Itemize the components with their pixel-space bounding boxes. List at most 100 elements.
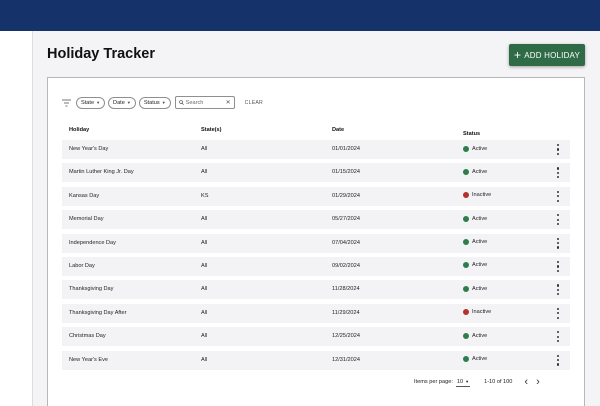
status-label: Active — [472, 168, 488, 175]
more-options-icon[interactable] — [557, 214, 560, 226]
column-header-holiday[interactable]: Holiday — [69, 127, 90, 133]
add-holiday-button[interactable]: + ADD HOLIDAY — [509, 44, 585, 66]
status-cell: Inactive — [463, 192, 492, 199]
status-label: Active — [472, 285, 488, 292]
status-cell: Active — [463, 356, 488, 363]
holiday-name-cell: Christmas Day — [69, 333, 106, 340]
states-cell: All — [201, 262, 208, 269]
page-title: Holiday Tracker — [47, 46, 155, 62]
status-cell: Inactive — [463, 309, 492, 316]
status-cell: Active — [463, 262, 488, 269]
status-dot-icon — [463, 239, 469, 246]
date-cell: 01/15/2024 — [332, 169, 360, 176]
status-dot-icon — [463, 332, 469, 339]
search-input[interactable] — [185, 99, 226, 106]
holiday-name-cell: Labor Day — [69, 262, 95, 269]
top-app-bar — [0, 0, 600, 31]
table-row[interactable]: Christmas Day All 12/25/2024 Active — [62, 327, 570, 347]
status-dot-icon — [463, 309, 469, 316]
holiday-name-cell: Memorial Day — [69, 216, 104, 223]
status-dot-icon — [463, 145, 469, 152]
more-options-icon[interactable] — [557, 354, 560, 366]
chevron-left-icon[interactable]: ‹ — [524, 376, 529, 388]
status-label: Active — [472, 356, 488, 363]
holiday-name-cell: Martin Luther King Jr. Day — [69, 169, 134, 176]
status-filter-chip[interactable]: Status ▼ — [138, 96, 171, 109]
status-cell: Active — [463, 145, 488, 152]
more-options-icon[interactable] — [557, 307, 560, 319]
table-body: New Year's Day All 01/01/2024 Active Martin … — [62, 140, 570, 374]
table-row[interactable]: Thanksgiving Day All 11/28/2024 Active — [62, 280, 570, 300]
status-dot-icon — [463, 192, 469, 199]
date-filter-label: Date — [113, 99, 125, 106]
states-cell: KS — [201, 192, 209, 199]
status-label: Active — [472, 145, 488, 152]
page-range: 1-10 of 100 — [484, 379, 513, 385]
table-row[interactable]: New Year's Day All 01/01/2024 Active — [62, 140, 570, 159]
date-cell: 11/29/2024 — [332, 309, 360, 316]
holiday-name-cell: Independence Day — [69, 239, 116, 246]
caret-down-icon: ▼ — [161, 100, 166, 105]
states-cell: All — [201, 309, 208, 316]
plus-icon: + — [513, 48, 522, 62]
date-cell: 07/04/2024 — [332, 239, 360, 246]
filter-bar: State ▼ Date ▼ Status ▼ ✕ CLEAR — [62, 96, 263, 109]
search-field[interactable]: ✕ — [174, 96, 235, 109]
table-row[interactable]: Martin Luther King Jr. Day All 01/15/2024 A… — [62, 163, 570, 183]
column-header-states[interactable]: State(s) — [201, 127, 222, 133]
status-dot-icon — [463, 215, 469, 222]
more-options-icon[interactable] — [557, 284, 560, 296]
items-per-page-value: 10 — [456, 378, 464, 385]
caret-down-icon: ▼ — [96, 100, 101, 105]
more-options-icon[interactable] — [557, 331, 560, 343]
state-filter-chip[interactable]: State ▼ — [76, 96, 106, 109]
caret-down-icon: ▼ — [126, 100, 131, 105]
states-cell: All — [201, 286, 208, 293]
date-cell: 01/01/2024 — [332, 146, 360, 152]
column-header-date[interactable]: Date — [332, 127, 345, 133]
holiday-table-card: State ▼ Date ▼ Status ▼ ✕ CLEAR Holiday … — [47, 77, 585, 406]
more-options-icon[interactable] — [557, 190, 560, 202]
table-row[interactable]: Labor Day All 09/02/2024 Active — [62, 256, 570, 276]
table-row[interactable]: New Year's Eve All 12/31/2024 Active — [62, 350, 570, 370]
more-options-icon[interactable] — [557, 167, 560, 179]
status-label: Active — [472, 332, 488, 339]
column-header-status[interactable]: Status — [463, 130, 481, 137]
table-row[interactable]: Independence Day All 07/04/2024 Active — [62, 233, 570, 253]
state-filter-label: State — [81, 99, 95, 106]
filter-icon[interactable] — [62, 99, 71, 107]
items-per-page-select[interactable]: 10 ▼ — [455, 378, 471, 387]
holiday-name-cell: Kansas Day — [69, 192, 100, 199]
caret-down-icon: ▼ — [465, 379, 470, 384]
clear-filters-button[interactable]: CLEAR — [244, 99, 263, 106]
more-options-icon[interactable] — [557, 237, 560, 249]
status-filter-label: Status — [143, 99, 160, 106]
status-cell: Active — [463, 215, 487, 222]
status-label: Inactive — [472, 192, 492, 199]
more-options-icon[interactable] — [557, 144, 560, 155]
states-cell: All — [201, 146, 208, 152]
status-cell: Active — [463, 285, 488, 292]
search-icon — [178, 100, 184, 105]
status-dot-icon — [463, 262, 469, 269]
add-holiday-label: ADD HOLIDAY — [524, 50, 581, 60]
holiday-name-cell: Thanksgiving Day — [69, 286, 114, 293]
date-filter-chip[interactable]: Date ▼ — [108, 96, 136, 109]
items-per-page-label: Items per page: — [414, 379, 453, 385]
clear-search-icon[interactable]: ✕ — [225, 100, 231, 106]
status-label: Inactive — [472, 309, 492, 316]
status-cell: Active — [463, 239, 487, 246]
status-cell: Active — [463, 332, 488, 339]
chevron-right-icon[interactable]: › — [536, 376, 540, 388]
holiday-name-cell: New Year's Eve — [69, 356, 109, 363]
states-cell: All — [201, 216, 208, 223]
more-options-icon[interactable] — [557, 260, 560, 272]
table-row[interactable]: Kansas Day KS 01/29/2024 Inactive — [62, 186, 570, 206]
status-label: Active — [472, 262, 488, 269]
table-row[interactable]: Memorial Day All 05/27/2024 Active — [62, 210, 570, 230]
states-cell: All — [201, 333, 208, 340]
status-dot-icon — [463, 356, 469, 363]
states-cell: All — [201, 239, 208, 246]
date-cell: 09/02/2024 — [332, 262, 360, 269]
table-row[interactable]: Thanksgiving Day After All 11/29/2024 Inact… — [62, 303, 570, 323]
